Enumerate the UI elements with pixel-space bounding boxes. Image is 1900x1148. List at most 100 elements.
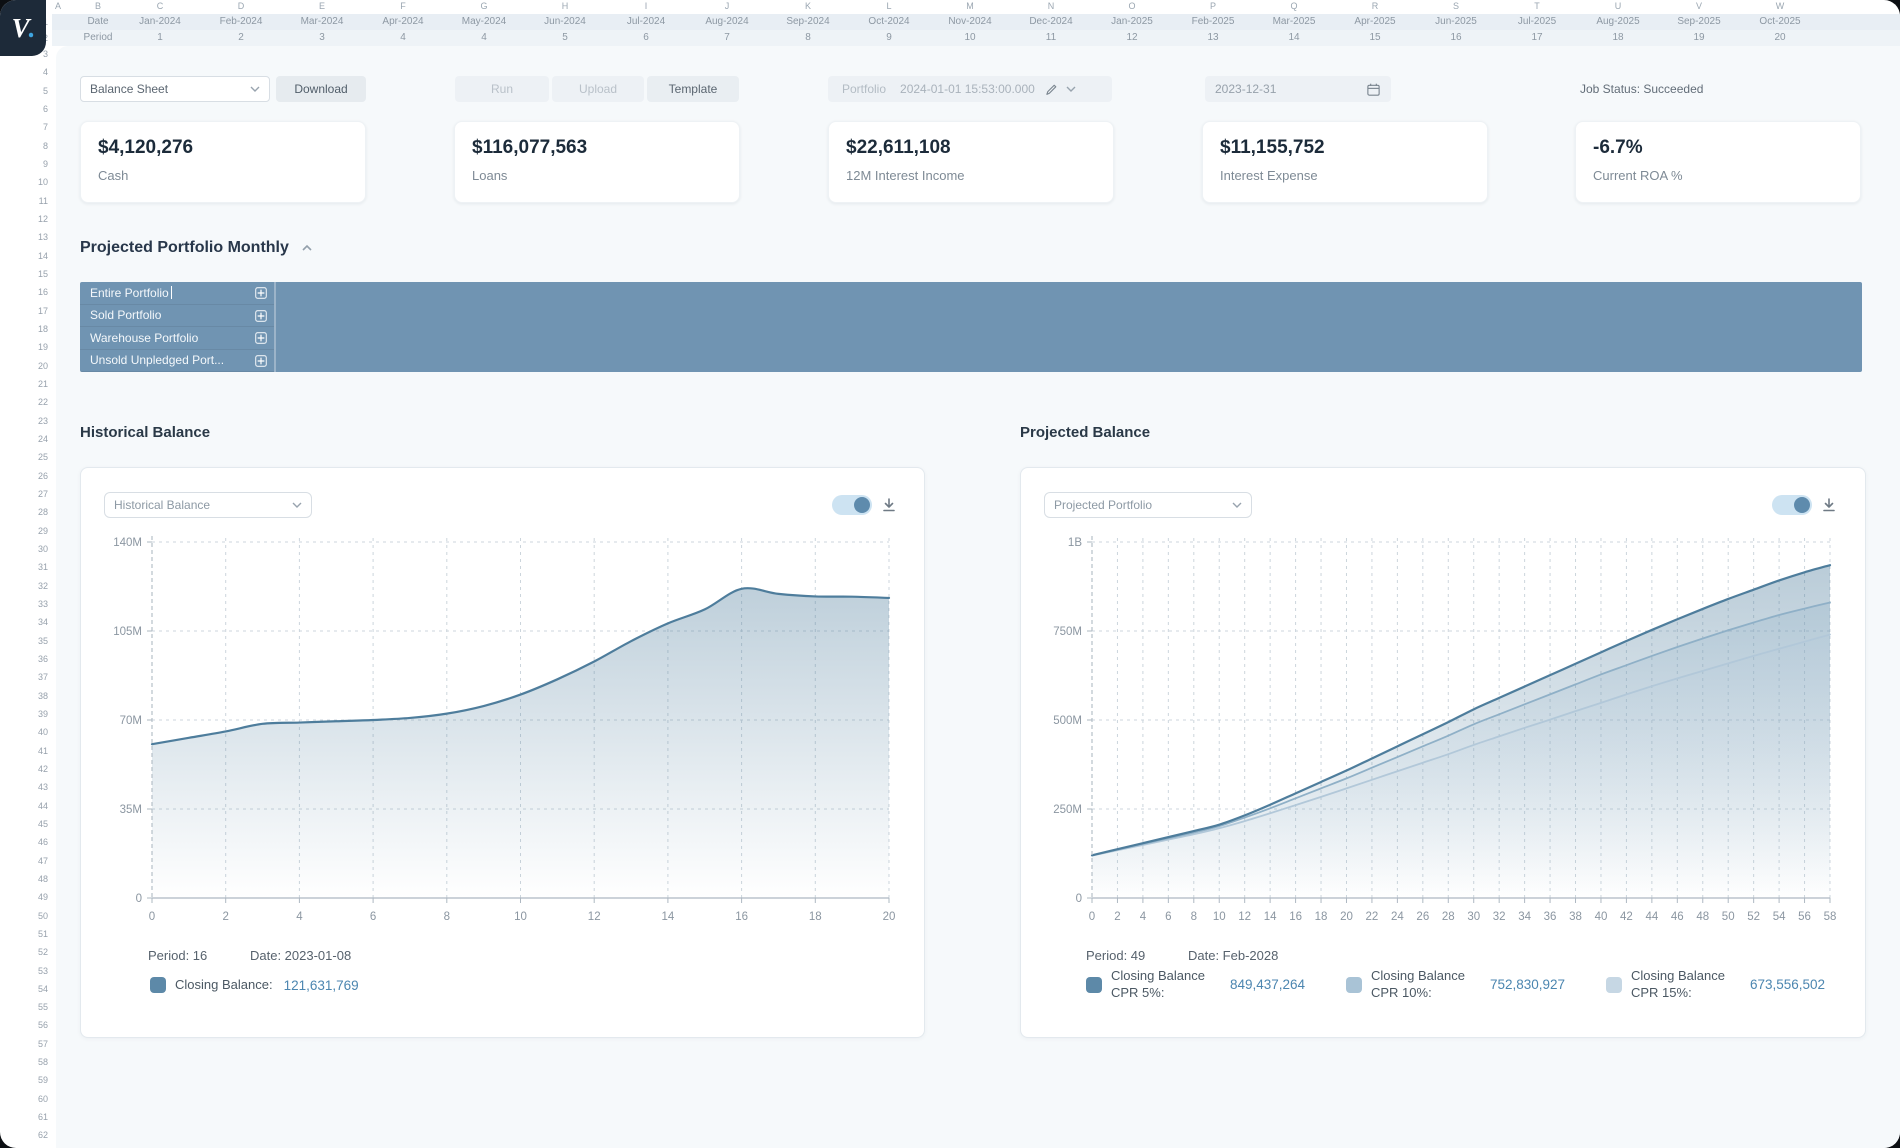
report-type-select[interactable]: Balance Sheet xyxy=(80,76,270,102)
column-letter[interactable]: W xyxy=(1775,1,1785,11)
row-number[interactable]: 16 xyxy=(37,287,48,298)
row-number[interactable]: 12 xyxy=(37,213,48,224)
column-letter[interactable]: L xyxy=(886,1,892,11)
row-number[interactable]: 54 xyxy=(37,983,48,994)
row-number[interactable]: 9 xyxy=(42,158,48,169)
column-letter[interactable]: S xyxy=(1452,1,1460,11)
row-number[interactable]: 8 xyxy=(42,140,48,151)
row-number[interactable]: 52 xyxy=(37,947,48,958)
row-number[interactable]: 48 xyxy=(37,873,48,884)
edit-pencil-icon[interactable] xyxy=(1045,83,1058,96)
row-number[interactable]: 17 xyxy=(37,305,48,316)
row-number[interactable]: 19 xyxy=(37,342,48,353)
row-number[interactable]: 44 xyxy=(37,800,48,811)
historical-chart-select[interactable]: Historical Balance xyxy=(104,492,312,518)
row-number[interactable]: 45 xyxy=(37,818,48,829)
projected-download-icon[interactable] xyxy=(1820,496,1838,519)
row-number[interactable]: 23 xyxy=(37,415,48,426)
calendar-icon[interactable] xyxy=(1366,82,1381,97)
row-number[interactable]: 22 xyxy=(37,397,48,408)
row-number[interactable]: 20 xyxy=(37,360,48,371)
row-number[interactable]: 43 xyxy=(37,782,48,793)
column-letter[interactable]: Q xyxy=(1290,1,1298,11)
row-number[interactable]: 53 xyxy=(37,965,48,976)
column-letter[interactable]: K xyxy=(804,1,812,11)
row-number[interactable]: 24 xyxy=(37,433,48,444)
row-number[interactable]: 10 xyxy=(37,177,48,188)
row-number[interactable]: 55 xyxy=(37,1002,48,1013)
row-number[interactable]: 47 xyxy=(37,855,48,866)
column-letter[interactable]: O xyxy=(1128,1,1136,11)
row-number[interactable]: 31 xyxy=(37,562,48,573)
expand-plus-icon[interactable] xyxy=(255,354,267,367)
row-number[interactable]: 57 xyxy=(37,1038,48,1049)
chevron-down-icon[interactable] xyxy=(1066,86,1076,92)
portfolio-row[interactable]: Unsold Unpledged Port... xyxy=(80,350,274,372)
row-number[interactable]: 59 xyxy=(37,1075,48,1086)
row-number[interactable]: 39 xyxy=(37,708,48,719)
row-number[interactable]: 14 xyxy=(37,250,48,261)
column-letter[interactable]: J xyxy=(724,1,730,11)
expand-plus-icon[interactable] xyxy=(255,287,267,299)
row-number[interactable]: 40 xyxy=(37,727,48,738)
row-number[interactable]: 62 xyxy=(37,1130,48,1141)
column-letter[interactable]: A xyxy=(54,1,62,11)
portfolio-row[interactable]: Sold Portfolio xyxy=(80,305,274,327)
column-letter[interactable]: P xyxy=(1209,1,1217,11)
column-letter[interactable]: G xyxy=(480,1,488,11)
row-number[interactable]: 46 xyxy=(37,837,48,848)
row-number[interactable]: 50 xyxy=(37,910,48,921)
row-number[interactable]: 33 xyxy=(37,598,48,609)
template-button[interactable]: Template xyxy=(647,76,739,102)
historical-balance-chart[interactable]: 0 2 4 6 8 10 12 14 16 18 20 0 35M 70M 105M 140M xyxy=(94,528,906,930)
column-letter[interactable]: I xyxy=(644,1,648,11)
projected-balance-chart[interactable]: 0 2 4 6 8 10 12 14 16 18 20 22 24 26 28 30 32 34 36 38 40 42 4… xyxy=(1034,528,1846,930)
row-number[interactable]: 60 xyxy=(37,1093,48,1104)
row-number[interactable]: 26 xyxy=(37,470,48,481)
column-letter[interactable]: B xyxy=(94,1,102,11)
row-number[interactable]: 11 xyxy=(38,195,48,206)
row-number[interactable]: 61 xyxy=(37,1112,48,1123)
row-number[interactable]: 35 xyxy=(37,635,48,646)
row-number[interactable]: 27 xyxy=(37,488,48,499)
column-letter[interactable]: U xyxy=(1614,1,1622,11)
column-letter[interactable]: H xyxy=(561,1,569,11)
row-number[interactable]: 4 xyxy=(42,67,48,78)
row-number[interactable]: 6 xyxy=(42,103,48,114)
portfolio-row[interactable]: Warehouse Portfolio xyxy=(80,327,274,350)
collapse-chevron-up-icon[interactable] xyxy=(301,244,313,252)
row-number[interactable]: 58 xyxy=(37,1057,48,1068)
expand-plus-icon[interactable] xyxy=(255,332,267,344)
row-number[interactable]: 21 xyxy=(37,378,48,389)
row-number[interactable]: 34 xyxy=(37,617,48,628)
row-number[interactable]: 49 xyxy=(37,892,48,903)
column-letter[interactable]: E xyxy=(318,1,326,11)
column-letter[interactable]: T xyxy=(1534,1,1540,11)
column-letter[interactable]: V xyxy=(1695,1,1703,11)
run-button[interactable]: Run xyxy=(455,76,549,102)
column-letter[interactable]: M xyxy=(966,1,974,11)
app-logo[interactable]: V. xyxy=(0,0,46,56)
column-letter[interactable]: F xyxy=(400,1,406,11)
column-letter[interactable]: N xyxy=(1047,1,1055,11)
row-number[interactable]: 42 xyxy=(37,763,48,774)
row-number[interactable]: 25 xyxy=(37,452,48,463)
row-number[interactable]: 15 xyxy=(37,268,48,279)
row-number[interactable]: 38 xyxy=(37,690,48,701)
projected-chart-toggle[interactable] xyxy=(1772,495,1812,515)
column-letter[interactable]: R xyxy=(1371,1,1379,11)
row-number[interactable]: 41 xyxy=(37,745,48,756)
row-number[interactable]: 51 xyxy=(37,928,48,939)
historical-download-icon[interactable] xyxy=(880,496,898,519)
row-number[interactable]: 56 xyxy=(37,1020,48,1031)
row-number[interactable]: 18 xyxy=(37,323,48,334)
download-button[interactable]: Download xyxy=(276,76,366,102)
row-number[interactable]: 28 xyxy=(37,507,48,518)
row-number[interactable]: 30 xyxy=(37,543,48,554)
row-number[interactable]: 36 xyxy=(37,653,48,664)
as-of-date-field[interactable]: 2023-12-31 xyxy=(1205,76,1391,102)
portfolio-picker[interactable]: Portfolio 2024-01-01 15:53:00.000 xyxy=(828,76,1112,102)
projected-chart-select[interactable]: Projected Portfolio xyxy=(1044,492,1252,518)
upload-button[interactable]: Upload xyxy=(552,76,644,102)
row-number[interactable]: 32 xyxy=(37,580,48,591)
